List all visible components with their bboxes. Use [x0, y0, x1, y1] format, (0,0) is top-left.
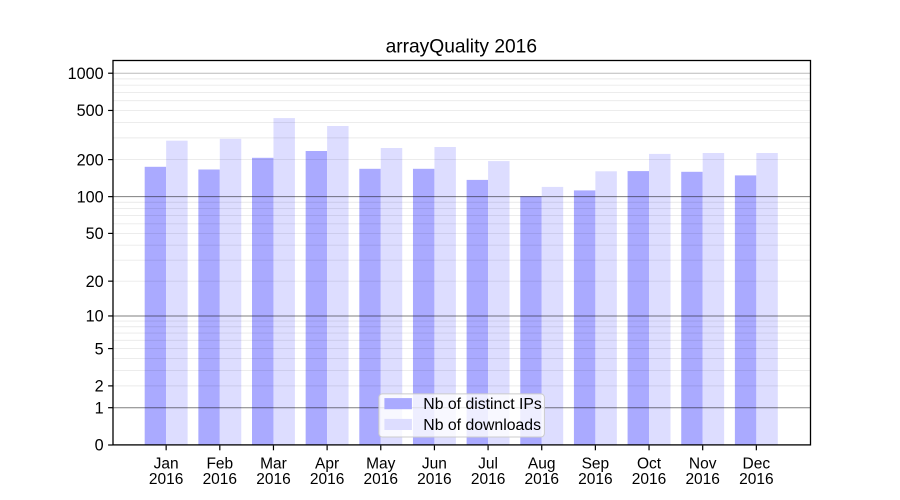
svg-text:0: 0 — [95, 437, 104, 455]
svg-text:2016: 2016 — [739, 471, 773, 488]
svg-text:2016: 2016 — [256, 471, 290, 488]
svg-text:2016: 2016 — [203, 471, 237, 488]
svg-text:Dec: Dec — [743, 456, 771, 473]
svg-text:2016: 2016 — [632, 471, 666, 488]
svg-text:50: 50 — [86, 225, 104, 243]
svg-text:100: 100 — [77, 188, 104, 206]
svg-text:2016: 2016 — [471, 471, 505, 488]
svg-text:10: 10 — [86, 308, 104, 326]
svg-text:500: 500 — [77, 102, 104, 120]
svg-text:Aug: Aug — [528, 456, 556, 473]
svg-text:Oct: Oct — [637, 456, 662, 473]
svg-text:20: 20 — [86, 273, 104, 291]
svg-text:Sep: Sep — [582, 456, 610, 473]
svg-text:5: 5 — [95, 340, 104, 358]
svg-text:2016: 2016 — [524, 471, 558, 488]
svg-text:2016: 2016 — [310, 471, 344, 488]
svg-text:2016: 2016 — [685, 471, 719, 488]
svg-text:2: 2 — [95, 378, 104, 396]
svg-text:1: 1 — [95, 399, 104, 417]
svg-text:2016: 2016 — [364, 471, 398, 488]
svg-text:Jan: Jan — [154, 456, 179, 473]
svg-text:200: 200 — [77, 151, 104, 169]
svg-text:Nov: Nov — [689, 456, 717, 473]
svg-text:Apr: Apr — [315, 456, 339, 473]
svg-text:Nb of downloads: Nb of downloads — [423, 417, 541, 434]
svg-text:Nb of distinct IPs: Nb of distinct IPs — [423, 396, 542, 413]
svg-text:Mar: Mar — [260, 456, 287, 473]
svg-text:Jul: Jul — [478, 456, 498, 473]
svg-text:arrayQuality 2016: arrayQuality 2016 — [386, 36, 537, 57]
svg-text:1000: 1000 — [68, 65, 104, 83]
svg-text:2016: 2016 — [578, 471, 612, 488]
svg-text:2016: 2016 — [149, 471, 183, 488]
svg-text:2016: 2016 — [417, 471, 451, 488]
svg-text:May: May — [366, 456, 396, 473]
svg-text:Feb: Feb — [206, 456, 233, 473]
svg-text:Jun: Jun — [422, 456, 447, 473]
